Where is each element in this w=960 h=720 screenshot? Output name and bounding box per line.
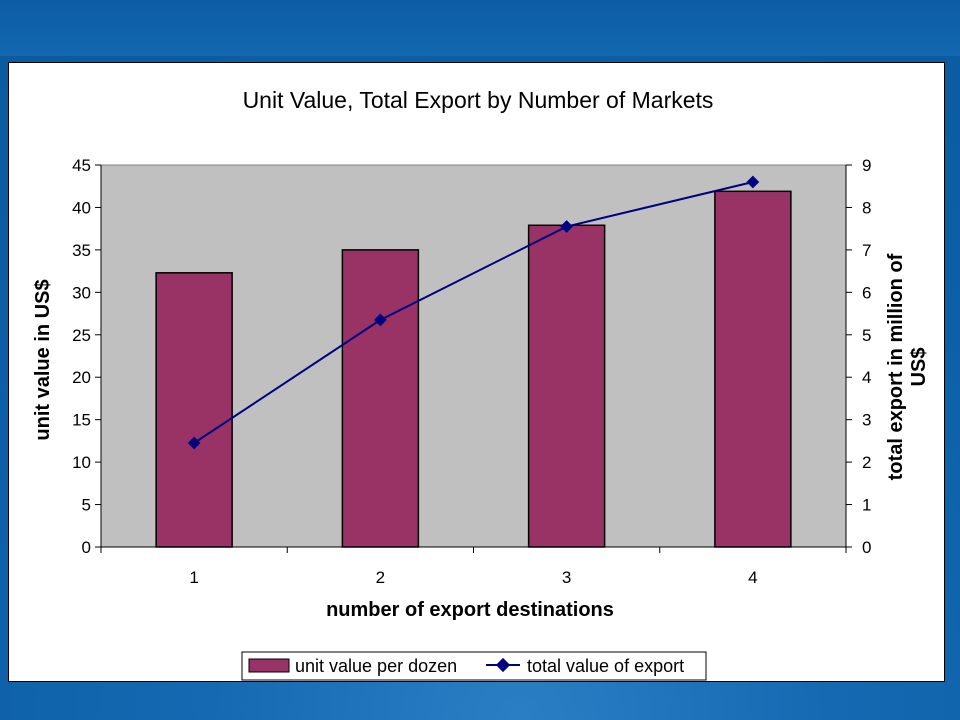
bar-4: [714, 190, 792, 548]
bar-1: [155, 272, 233, 548]
x-tick-label: 1: [189, 568, 198, 587]
line-point-2: [374, 313, 387, 327]
y2-axis-title: total export in million of US$: [885, 253, 930, 480]
y2-tick-label: 1: [862, 496, 871, 515]
legend-label-bar: unit value per dozen: [295, 656, 457, 676]
y2-tick-label: 8: [862, 198, 871, 217]
y-axis-title: unit value in US$: [32, 279, 54, 440]
y2-tick-label: 3: [862, 411, 871, 430]
y2-axis-title-line1: total export in million of: [885, 253, 907, 480]
y-tick-label: 45: [72, 156, 91, 175]
y2-axis-title-line2: US$: [908, 348, 930, 387]
y2-tick-label: 4: [862, 368, 871, 387]
line-series: [187, 175, 760, 450]
axes: [95, 164, 852, 553]
y-tick-label: 25: [72, 326, 91, 345]
y2-tick-label: 5: [862, 326, 871, 345]
y-tick-label: 30: [72, 283, 91, 302]
y-tick-label: 0: [82, 538, 91, 557]
legend-label-line: total value of export: [527, 656, 684, 676]
y2-tick-label: 6: [862, 283, 871, 302]
x-tick-label: 4: [748, 568, 757, 587]
chart-title: Unit Value, Total Export by Number of Ma…: [243, 87, 714, 113]
slide-top-band: [0, 0, 960, 56]
y-tick-label: 10: [72, 453, 91, 472]
legend-box: [241, 651, 707, 681]
legend: unit value per dozen total value of expo…: [241, 651, 707, 681]
y2-tick-label: 9: [862, 156, 871, 175]
y-tick-label: 35: [72, 241, 91, 260]
y-tick-label: 40: [72, 198, 91, 217]
legend-swatch-bar: [248, 658, 290, 673]
line-path: [193, 181, 754, 444]
bar-2: [341, 249, 420, 548]
x-axis-title: number of export destinations: [326, 599, 614, 621]
y2-tick-label: 7: [862, 241, 871, 260]
y-tick-label: 5: [82, 496, 91, 515]
bar-3: [527, 224, 606, 548]
legend-swatch-marker: [495, 657, 511, 673]
y-tick-label: 20: [72, 368, 91, 387]
y2-tick-label: 2: [862, 453, 871, 472]
y2-tick-label: 0: [862, 538, 871, 557]
x-tick-label: 2: [376, 568, 385, 587]
x-tick-label: 3: [562, 568, 571, 587]
line-point-1: [187, 436, 201, 450]
bar-series: [155, 190, 792, 548]
y-tick-label: 15: [72, 411, 91, 430]
